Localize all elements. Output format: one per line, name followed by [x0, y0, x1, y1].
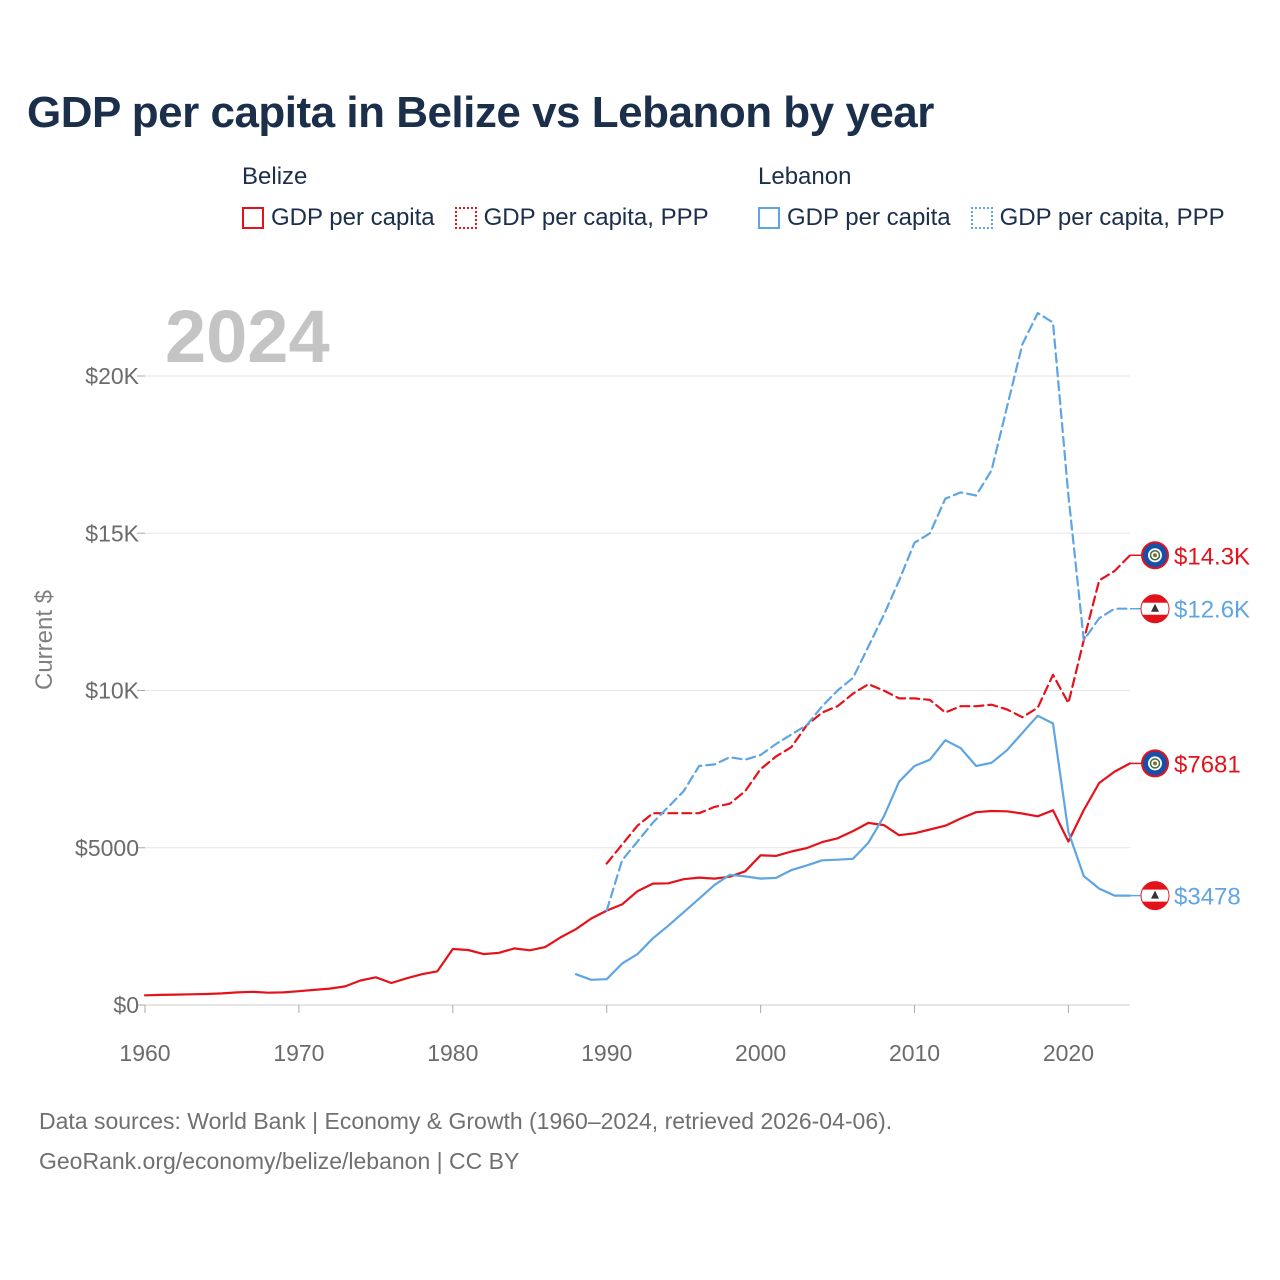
- y-tick-label: $5000: [75, 835, 139, 861]
- x-tick-label: 1970: [273, 1040, 324, 1066]
- y-tick-label: $15K: [85, 520, 139, 546]
- footer-source: Data sources: World Bank | Economy & Gro…: [39, 1108, 893, 1134]
- legend-swatch-dotted-icon: [970, 207, 993, 229]
- belize-flag-icon: [1141, 749, 1169, 778]
- x-tick-label: 1990: [581, 1040, 632, 1066]
- belize-gdp-ppp-line: [605, 554, 1132, 865]
- legend-swatch-solid-icon: [242, 207, 264, 229]
- x-tick-label: 2020: [1043, 1040, 1094, 1066]
- belize-gdp-line: [143, 762, 1132, 997]
- year-label: 2024: [165, 295, 330, 378]
- y-tick-label: $0: [113, 992, 139, 1018]
- legend-lebanon-gdp[interactable]: GDP per capita: [758, 204, 951, 232]
- series-layer: [143, 312, 1132, 997]
- end-value-label: $12.6K: [1174, 597, 1250, 624]
- end-value-label: $14.3K: [1174, 543, 1250, 570]
- y-tick-label: $20K: [85, 363, 139, 389]
- legend-belize-gdp-ppp[interactable]: GDP per capita, PPP: [454, 204, 709, 232]
- legend-label: GDP per capita: [787, 204, 951, 231]
- footer-credit[interactable]: GeoRank.org/economy/belize/lebanon | CC …: [39, 1148, 520, 1174]
- tick-layer: $0 $5000 $10K $15K $20K 1960 1970 1980 1990 2000 2…: [75, 363, 1094, 1066]
- end-value-label: $3478: [1174, 884, 1241, 911]
- legend-belize-gdp[interactable]: GDP per capita: [242, 204, 435, 232]
- legend-belize: Belize GDP per capita GDP per capita, PP…: [242, 162, 729, 232]
- legend-lebanon-gdp-ppp[interactable]: GDP per capita, PPP: [970, 204, 1225, 232]
- lebanon-gdp-line: [574, 714, 1132, 981]
- end-value-label: $7681: [1174, 751, 1241, 778]
- legend-lebanon: Lebanon GDP per capita GDP per capita, P…: [758, 162, 1245, 232]
- legend-swatch-solid-icon: [758, 207, 780, 229]
- legend-belize-title: Belize: [242, 163, 308, 190]
- x-tick-label: 2010: [889, 1040, 940, 1066]
- y-axis-title: Current $: [31, 590, 58, 690]
- x-tick-label: 2000: [735, 1040, 786, 1066]
- belize-flag-icon: [1141, 541, 1169, 570]
- lebanon-flag-icon: [1140, 594, 1170, 624]
- grid-layer: [137, 375, 1130, 1013]
- chart-title: GDP per capita in Belize vs Lebanon by y…: [27, 88, 934, 137]
- legend-lebanon-title: Lebanon: [758, 163, 852, 190]
- legend-label: GDP per capita, PPP: [999, 204, 1225, 231]
- lebanon-gdp-ppp-line: [605, 312, 1132, 912]
- y-tick-label: $10K: [85, 678, 139, 704]
- end-label-layer: $14.3K $7681 $12.6K $3478: [1130, 541, 1250, 911]
- legend-label: GDP per capita, PPP: [483, 204, 709, 231]
- legend-swatch-dotted-icon: [454, 207, 477, 229]
- legend-label: GDP per capita: [271, 204, 435, 231]
- lebanon-flag-icon: [1140, 881, 1170, 911]
- x-tick-label: 1980: [427, 1040, 478, 1066]
- x-tick-label: 1960: [119, 1040, 170, 1066]
